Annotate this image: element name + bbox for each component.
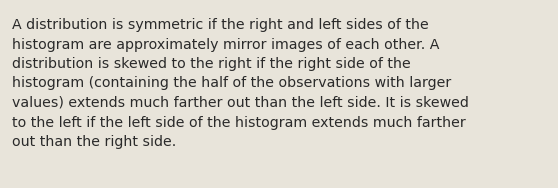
Text: A distribution is symmetric if the right and left sides of the
histogram are app: A distribution is symmetric if the right… — [12, 18, 469, 149]
